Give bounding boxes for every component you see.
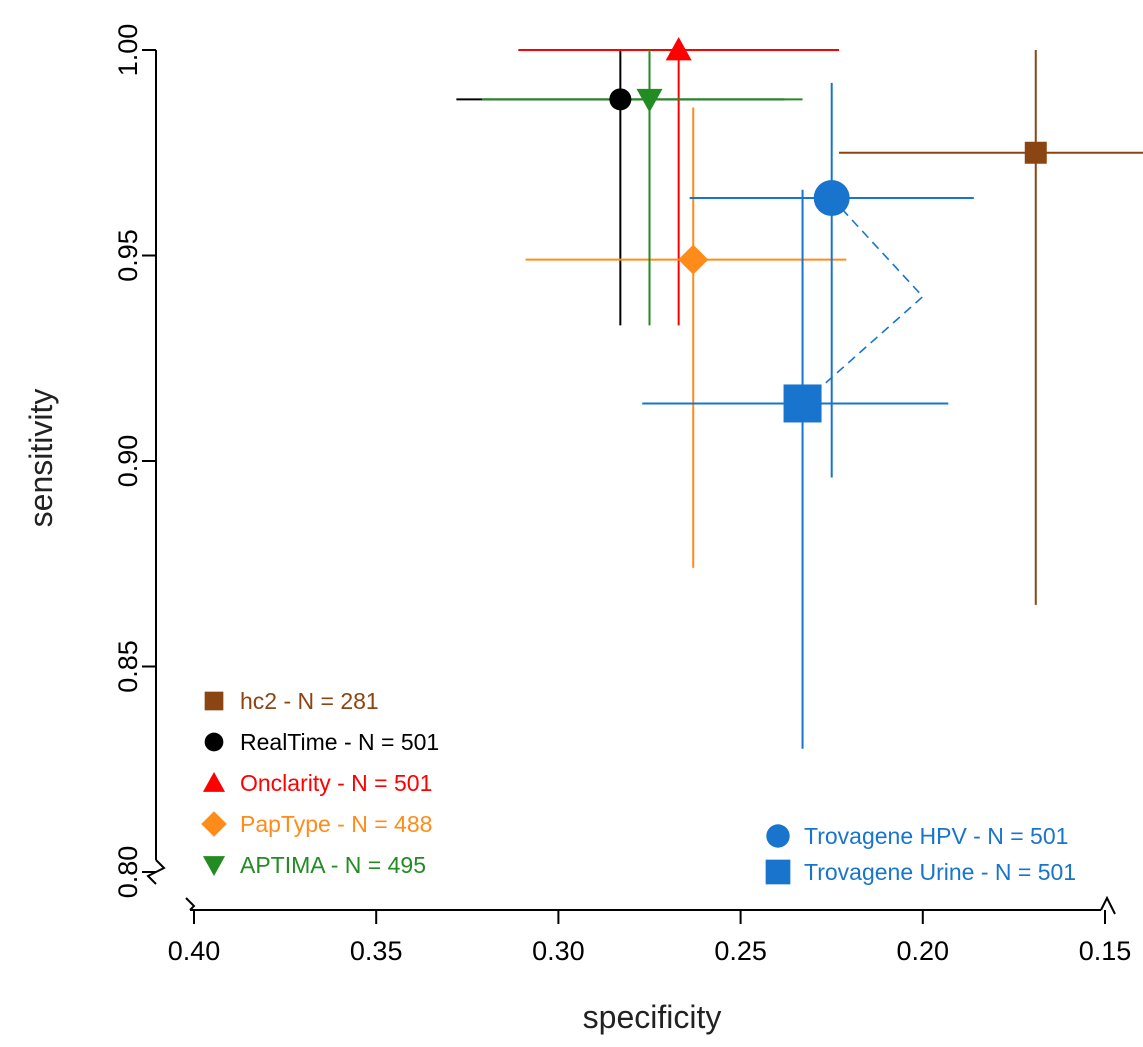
paptype-legend-icon [201, 811, 227, 837]
hc2-legend-icon [204, 691, 224, 711]
realtime-point [609, 88, 632, 111]
y-tick-label: 1.00 [113, 24, 143, 77]
trovagene-connector [802, 197, 924, 405]
onclarity-point [665, 37, 692, 61]
hc2-point [1024, 141, 1047, 164]
connector-line [802, 197, 924, 405]
hc2-legend-label: hc2 - N = 281 [240, 688, 379, 714]
x-axis-break-right [1100, 895, 1116, 915]
x-axis-break-left [185, 897, 196, 911]
y-axis-title: sensitivity [23, 389, 59, 528]
x-tick-label: 0.15 [1079, 936, 1132, 966]
x-axis-title: specificity [583, 999, 722, 1035]
x-tick-label: 0.40 [168, 936, 221, 966]
x-tick-label: 0.30 [532, 936, 585, 966]
x-tick-label: 0.35 [350, 936, 403, 966]
trovagene-urine-point [783, 384, 822, 423]
realtime-legend-icon [204, 732, 224, 752]
trovagene-hpv-point [813, 179, 850, 216]
legend-right: Trovagene HPV - N = 501 Trovagene Urine -… [765, 823, 1076, 885]
y-tick-label: 0.85 [113, 640, 143, 693]
aptima-legend-label: APTIMA - N = 495 [240, 852, 426, 878]
y-tick-label: 0.90 [113, 435, 143, 488]
trovagene-hpv-legend-icon [766, 824, 790, 848]
legend-left: hc2 - N = 281 RealTime - N = 501 Onclarity… [201, 688, 439, 878]
data-points [609, 37, 1047, 423]
axes [146, 50, 1116, 915]
trovagene-urine-legend-icon [765, 859, 791, 885]
trovagene-urine-legend-label: Trovagene Urine - N = 501 [804, 859, 1076, 885]
onclarity-legend-label: Onclarity - N = 501 [240, 770, 432, 796]
aptima-legend-icon [202, 856, 226, 877]
paptype-legend-label: PapType - N = 488 [240, 811, 432, 837]
trovagene-hpv-legend-label: Trovagene HPV - N = 501 [804, 823, 1068, 849]
y-tick-label: 0.95 [113, 229, 143, 282]
x-tick-label: 0.20 [897, 936, 950, 966]
realtime-legend-label: RealTime - N = 501 [240, 729, 439, 755]
tick-marks: 0.80 0.85 0.90 0.95 1.00 0.40 0.35 0.30 0.25 0.20… [113, 24, 1131, 966]
x-tick-label: 0.25 [714, 936, 767, 966]
y-tick-label: 0.80 [113, 846, 143, 899]
paptype-point [678, 244, 709, 275]
aptima-point [636, 88, 663, 113]
onclarity-legend-icon [202, 771, 226, 792]
